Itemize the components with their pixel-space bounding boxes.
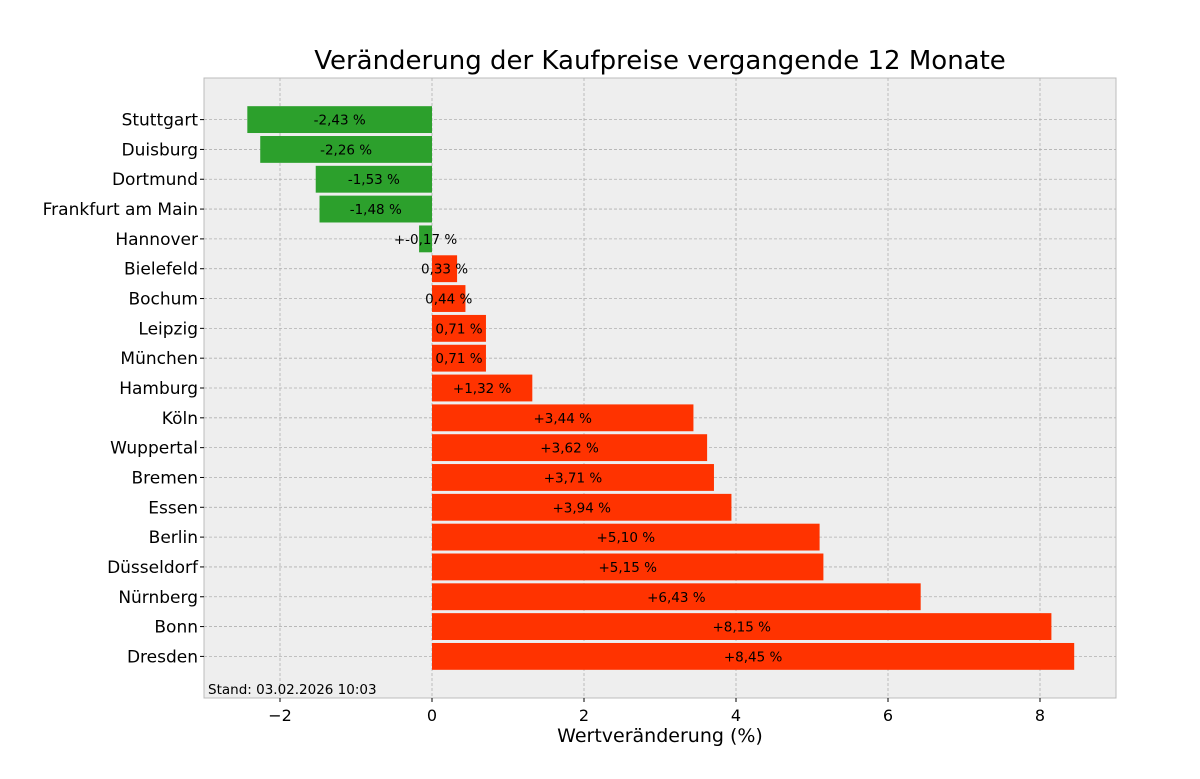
x-tick-label: −2 [268, 706, 292, 725]
y-tick-label: Bochum [128, 290, 198, 310]
y-tick-label: Essen [148, 498, 198, 518]
data-label: -2,43 % [314, 113, 366, 129]
data-label: 0,33 % [421, 262, 468, 278]
y-tick-label: Leipzig [138, 319, 198, 339]
bar-Bielefeld [432, 255, 458, 283]
data-label: 0,71 % [435, 351, 482, 367]
data-label: +-0,17 % [394, 232, 458, 248]
bar-Frankfurt am Main [319, 195, 432, 223]
data-label: -2,26 % [320, 142, 372, 158]
data-label: +8,45 % [724, 649, 783, 665]
y-tick-label: Stuttgart [122, 111, 199, 131]
y-tick-label: Düsseldorf [107, 558, 199, 578]
data-label: -1,48 % [350, 202, 402, 218]
bar-Dortmund [315, 165, 432, 193]
y-tick-label: Hannover [115, 230, 198, 250]
bar-Köln [432, 404, 694, 432]
x-tick-label: 0 [427, 706, 437, 725]
chart-title: Veränderung der Kaufpreise vergangende 1… [314, 46, 1006, 76]
bar-Hannover [419, 225, 432, 253]
y-tick-label: Bonn [154, 618, 198, 638]
y-tick-label: München [120, 349, 198, 369]
annotation-timestamp: Stand: 03.02.2026 10:03 [208, 682, 377, 698]
data-label: +3,62 % [540, 441, 599, 457]
data-label: +3,44 % [533, 411, 592, 427]
bar-Duisburg [260, 136, 432, 163]
bar-Bremen [432, 464, 714, 491]
x-tick-label: 8 [1035, 706, 1045, 725]
y-tick-label: Duisburg [122, 140, 199, 160]
data-label: +1,32 % [453, 381, 512, 397]
bar-Essen [432, 493, 732, 521]
bar-Nürnberg [432, 583, 921, 611]
data-label: 0,44 % [425, 292, 472, 308]
y-tick-label: Bremen [131, 468, 198, 488]
y-tick-label: Hamburg [119, 379, 198, 399]
y-tick-label: Frankfurt am Main [43, 200, 198, 220]
data-label: 0,71 % [435, 321, 482, 337]
data-label: +3,71 % [544, 470, 603, 486]
data-label: +8,15 % [712, 620, 771, 636]
bar-Düsseldorf [432, 553, 824, 581]
x-tick-label: 4 [731, 706, 741, 725]
data-label: +6,43 % [647, 590, 706, 606]
x-tick-label: 6 [883, 706, 893, 725]
bar-Hamburg [432, 374, 533, 402]
y-tick-label: Berlin [149, 528, 198, 548]
x-tick-label: 2 [579, 706, 589, 725]
bar-Wuppertal [432, 434, 708, 462]
y-tick-label: Nürnberg [118, 588, 198, 608]
data-label: -1,53 % [348, 172, 400, 188]
data-label: +3,94 % [552, 500, 611, 516]
y-tick-label: Köln [162, 409, 198, 429]
bar-München [432, 344, 486, 372]
bar-Stuttgart [247, 106, 432, 134]
y-tick-label: Wuppertal [110, 439, 198, 459]
data-label: +5,10 % [597, 530, 656, 546]
y-tick-label: Dresden [127, 647, 198, 667]
y-tick-label: Dortmund [112, 170, 198, 190]
x-axis-label: Wertveränderung (%) [557, 725, 763, 747]
bar-Berlin [432, 523, 820, 551]
bar-Bonn [432, 613, 1052, 640]
data-label: +5,15 % [598, 560, 657, 576]
y-tick-label: Bielefeld [124, 260, 198, 280]
bar-Leipzig [432, 314, 486, 342]
bar-Bochum [432, 285, 466, 312]
bar-Dresden [432, 642, 1075, 670]
